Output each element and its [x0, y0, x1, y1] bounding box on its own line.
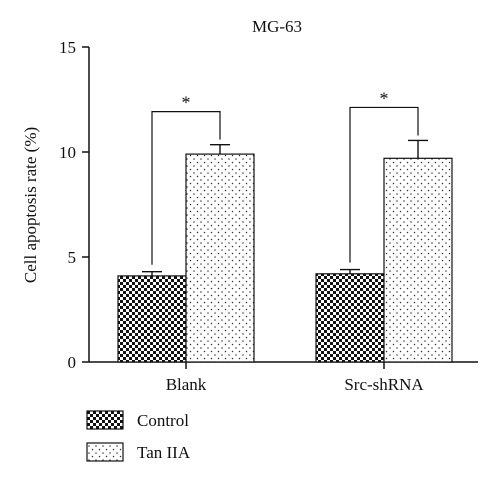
y-axis-label: Cell apoptosis rate (%)	[21, 127, 40, 283]
legend-label: Control	[137, 411, 189, 430]
y-tick-label: 15	[59, 38, 76, 57]
y-tick-label: 5	[68, 248, 77, 267]
significance-star: *	[182, 93, 191, 113]
significance-star: *	[380, 88, 389, 108]
legend-swatch-tan-iia	[86, 442, 124, 462]
y-tick-label: 0	[68, 353, 77, 372]
y-tick-label: 10	[59, 143, 76, 162]
bar-tan-iia-src-shrna	[383, 157, 453, 363]
significance-bracket	[151, 111, 221, 265]
bar-control-blank	[117, 275, 187, 363]
x-tick-label: Blank	[166, 375, 207, 394]
significance-bracket	[349, 106, 419, 263]
bar-tan-iia-blank	[185, 153, 255, 363]
bar-control-src-shrna	[315, 273, 385, 363]
legend-label: Tan IIA	[137, 443, 191, 462]
x-tick-label: Src-shRNA	[344, 375, 424, 394]
legend-swatch-control	[86, 410, 124, 430]
chart-title: MG-63	[252, 17, 302, 36]
